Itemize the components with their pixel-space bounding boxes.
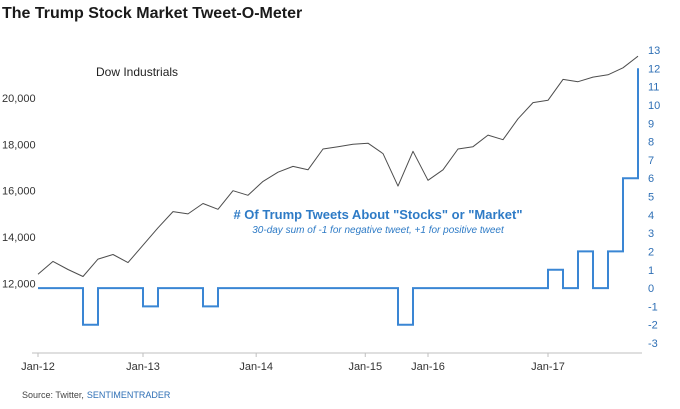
source-brand: SENTIMENTRADER [87,390,171,400]
x-tick-label: Jan-12 [21,361,55,373]
right-tick-label: -3 [648,338,658,350]
dow-series-label: Dow Industrials [96,65,178,79]
right-tick-label: 10 [648,100,660,112]
right-tick-label: -2 [648,320,658,332]
left-tick-label: 12,000 [2,278,36,290]
x-tick-label: Jan-15 [348,361,382,373]
right-tick-label: 4 [648,210,654,222]
x-tick-label: Jan-16 [411,361,445,373]
right-tick-label: 11 [648,82,659,94]
x-tick-label: Jan-17 [531,361,565,373]
tweets-series-subtitle: 30-day sum of -1 for negative tweet, +1 … [252,225,505,236]
source-note: Source: Twitter, SENTIMENTRADER [22,390,171,400]
right-tick-label: 7 [648,155,654,167]
right-tick-label: 0 [648,283,654,295]
tweets-series-label: # Of Trump Tweets About "Stocks" or "Mar… [233,207,522,222]
right-tick-label: 2 [648,246,654,258]
right-tick-label: 12 [648,63,660,75]
right-tick-label: 8 [648,137,654,149]
right-tick-label: 1 [648,265,654,277]
right-tick-label: -1 [648,301,658,313]
left-axis-ticks: 12,000 14,000 16,000 18,000 20,000 [2,93,36,290]
right-tick-label: 6 [648,173,654,185]
left-tick-label: 18,000 [2,139,36,151]
left-tick-label: 20,000 [2,93,36,105]
left-tick-label: 14,000 [2,232,36,244]
right-tick-label: 13 [648,45,660,57]
x-tick-label: Jan-13 [126,361,160,373]
left-tick-label: 16,000 [2,186,36,198]
dow-series-line [37,55,639,277]
right-tick-label: 9 [648,118,654,130]
right-tick-label: 5 [648,192,654,204]
tweet-series-line [38,68,639,326]
chart-title: The Trump Stock Market Tweet-O-Meter [2,5,302,22]
x-tick-label: Jan-14 [239,361,273,373]
x-axis-ticks: Jan-12 Jan-13 Jan-14 Jan-15 Jan-16 Jan-17 [21,353,565,373]
right-tick-label: 3 [648,228,654,240]
source-prefix: Source: Twitter, [22,390,84,400]
